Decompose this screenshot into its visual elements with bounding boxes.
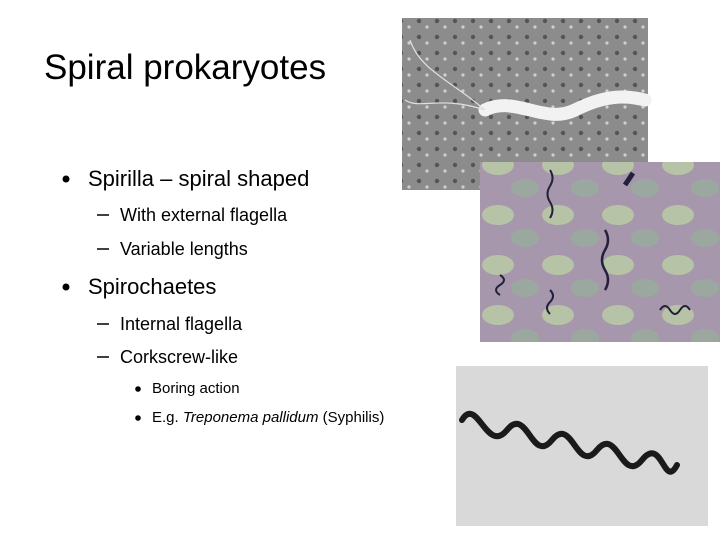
sub-bullet-text: Variable lengths — [120, 239, 248, 259]
sub-sub-bullet-text: E.g. Treponema pallidum (Syphilis) — [152, 410, 384, 425]
species-name: Treponema pallidum — [182, 409, 319, 426]
slide-title: Spiral prokaryotes — [44, 48, 327, 87]
photo-electron-micrograph — [402, 18, 652, 190]
photo-treponema — [456, 366, 708, 526]
text-segment: Boring action — [152, 380, 240, 397]
sub-bullet-text: With external flagella — [120, 205, 288, 225]
sub-sub-bullet-text: Boring action — [152, 381, 240, 396]
bullet-text: Spirochaetes — [88, 274, 217, 299]
sub-bullet-text: Internal flagella — [120, 314, 243, 334]
bullet — [62, 175, 70, 183]
bullet-text: Spirilla – spiral shaped — [88, 166, 310, 191]
photo-stained-spirilla — [480, 162, 720, 342]
bullet-markers — [62, 175, 141, 421]
bullet — [135, 386, 141, 392]
bullet — [135, 415, 141, 421]
text-segment: (Syphilis) — [318, 409, 385, 426]
sub-bullet-text: Corkscrew-like — [120, 347, 239, 367]
text-segment: E.g. — [152, 409, 183, 426]
bullet — [62, 283, 70, 291]
